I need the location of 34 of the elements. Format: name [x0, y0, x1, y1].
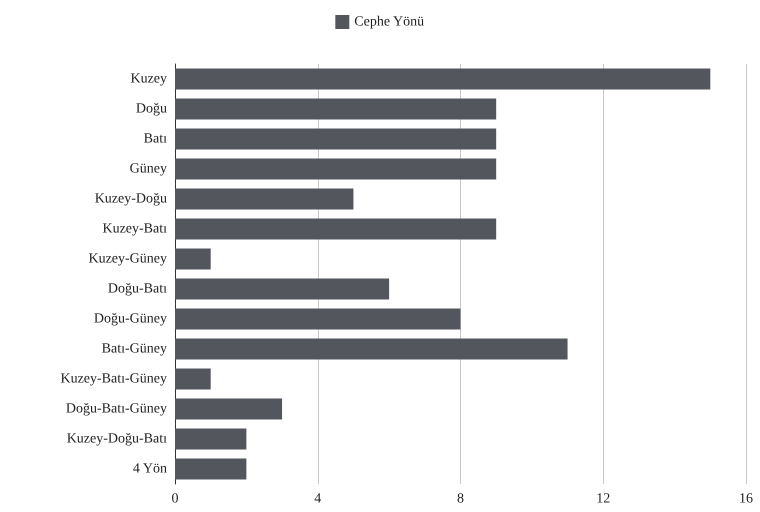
y-tick-label: Kuzey-Doğu-Batı	[66, 432, 168, 446]
bar	[175, 68, 710, 90]
y-tick-label: Batı-Güney	[102, 342, 167, 356]
y-tick-label: Kuzey-Batı	[102, 222, 168, 236]
bar	[175, 428, 246, 450]
x-tick-label: 0	[172, 492, 178, 506]
y-tick-label: Batı	[144, 132, 168, 146]
bar	[175, 128, 496, 150]
x-tick-label: 4	[314, 492, 322, 506]
bar	[175, 368, 211, 390]
bar	[175, 248, 211, 270]
x-tick-label: 12	[596, 492, 610, 506]
bar	[175, 458, 246, 480]
y-tick-label: 4 Yön	[132, 462, 167, 476]
y-tick-label: Kuzey-Güney	[88, 252, 167, 266]
bar	[175, 308, 460, 330]
bar	[175, 188, 354, 210]
y-tick-label: Kuzey	[130, 72, 167, 86]
y-tick-label: Doğu-Güney	[94, 312, 167, 326]
x-tick-label: 16	[739, 492, 753, 506]
y-tick-label: Doğu	[136, 102, 167, 116]
y-tick-label: Doğu-Batı	[108, 282, 168, 296]
bar	[175, 398, 282, 420]
bar	[175, 338, 568, 360]
legend-label: Cephe Yönü	[354, 14, 424, 30]
bar	[175, 218, 496, 240]
x-tick-label: 8	[457, 492, 464, 506]
y-tick-label: Kuzey-Batı-Güney	[60, 372, 167, 386]
y-tick-label: Güney	[130, 162, 167, 176]
bar	[175, 278, 390, 300]
y-tick-label: Kuzey-Doğu	[94, 192, 167, 206]
y-tick-label: Doğu-Batı-Güney	[66, 402, 167, 416]
bar	[175, 98, 496, 120]
bar	[175, 158, 496, 180]
